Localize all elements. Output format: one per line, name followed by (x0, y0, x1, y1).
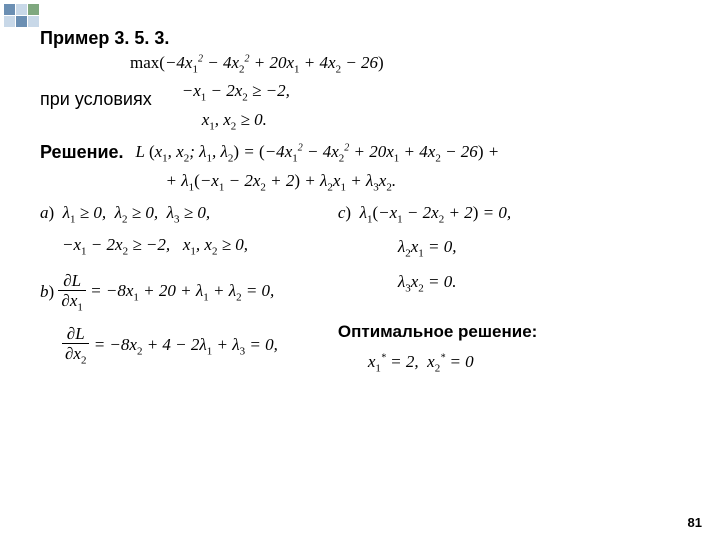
right-column: c) λ1(−x1 − 2x2 + 2) = 0, λ2x1 = 0, λ3x2… (338, 203, 537, 375)
condition-c-2: λ2x1 = 0, (398, 237, 537, 259)
constraint-1: −x1 − 2x2 ≥ −2, (182, 81, 290, 103)
objective-function: max(−4x12 − 4x22 + 20x1 + 4x2 − 26) (130, 53, 384, 72)
example-title: Пример 3. 5. 3. (40, 28, 700, 49)
constraints-label: при условиях (40, 89, 152, 110)
condition-b-1: b) ∂L∂x1 = −8x1 + 20 + λ1 + λ2 = 0, (40, 272, 278, 313)
condition-c-3: λ3x2 = 0. (398, 272, 537, 294)
page-number: 81 (688, 515, 702, 530)
optimal-label: Оптимальное решение: (338, 322, 537, 342)
solution-label: Решение. (40, 142, 124, 163)
lagrangian-line2: + λ1(−x1 − 2x2 + 2) + λ2x1 + λ3x2. (166, 171, 500, 193)
condition-c-1: c) λ1(−x1 − 2x2 + 2) = 0, (338, 203, 537, 225)
left-column: a) λ1 ≥ 0, λ2 ≥ 0, λ3 ≥ 0, −x1 − 2x2 ≥ −… (40, 203, 278, 375)
condition-a-2: −x1 − 2x2 ≥ −2, x1, x2 ≥ 0, (62, 235, 278, 257)
slide-content: Пример 3. 5. 3. max(−4x12 − 4x22 + 20x1 … (40, 28, 700, 375)
condition-a: a) λ1 ≥ 0, λ2 ≥ 0, λ3 ≥ 0, (40, 203, 278, 225)
lagrangian-line1: L (x1, x2; λ1, λ2) = (−4x12 − 4x22 + 20x… (136, 142, 500, 164)
condition-b-2: ∂L∂x2 = −8x2 + 4 − 2λ1 + λ3 = 0, (62, 325, 278, 366)
constraint-2: x1, x2 ≥ 0. (202, 110, 290, 132)
optimal-value: x1* = 2, x2* = 0 (368, 352, 537, 374)
